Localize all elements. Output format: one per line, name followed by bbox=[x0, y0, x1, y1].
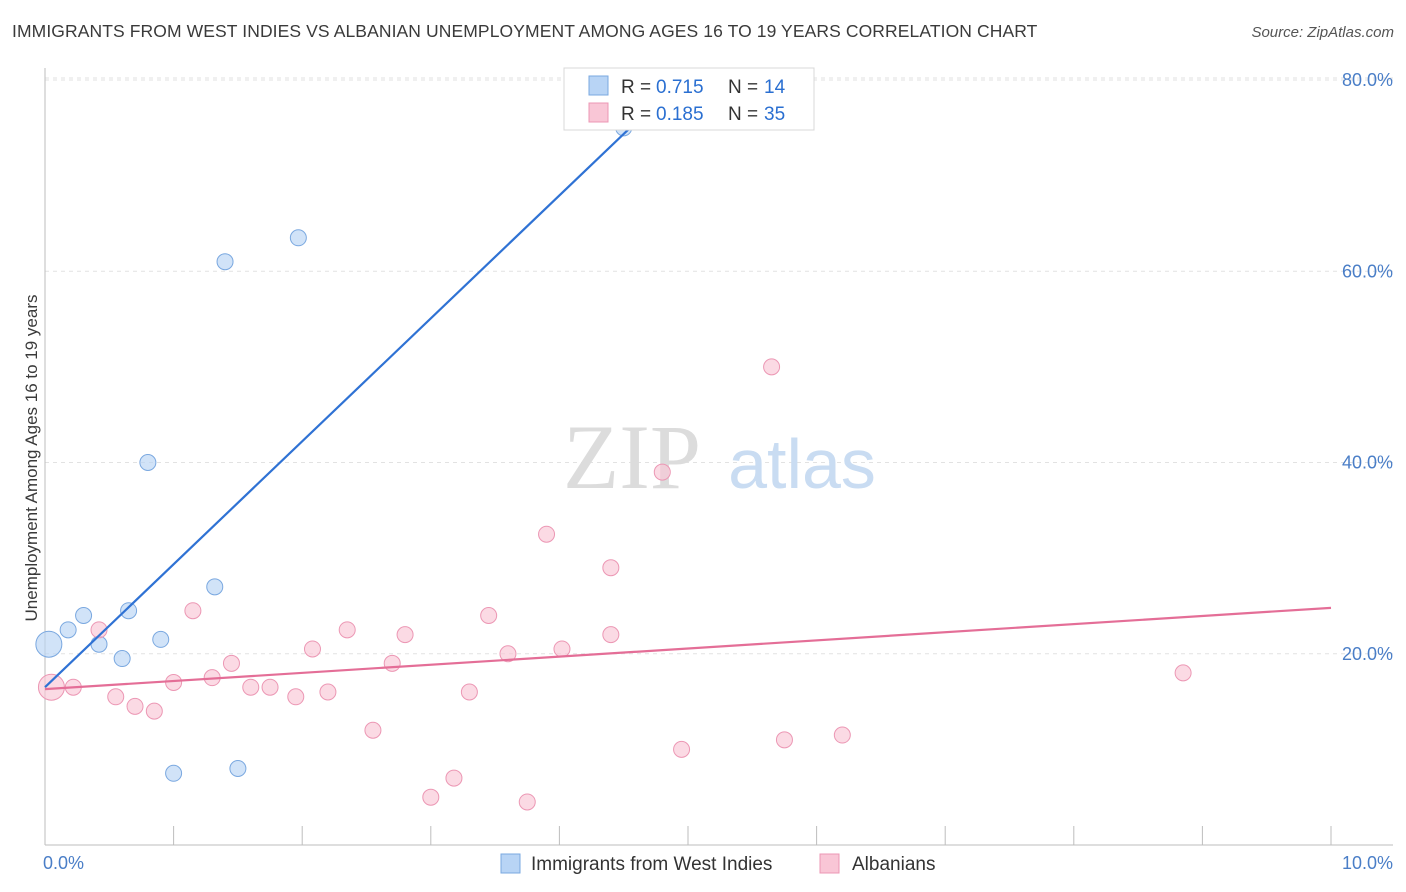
albanians-point bbox=[653, 463, 671, 481]
albanians-point bbox=[518, 793, 536, 811]
albanians-point bbox=[222, 654, 240, 672]
x-tick-label: 0.0% bbox=[43, 853, 84, 873]
albanians-point bbox=[242, 678, 260, 696]
west-indies-trend-line bbox=[44, 83, 676, 689]
watermark: ZIP atlas bbox=[563, 406, 876, 508]
legend-n-label: N = bbox=[728, 77, 758, 98]
albanians-point bbox=[602, 626, 620, 644]
albanians-point bbox=[338, 621, 356, 639]
albanians-point bbox=[460, 683, 478, 701]
albanians-point bbox=[602, 559, 620, 577]
albanians-point bbox=[396, 626, 414, 644]
albanians-point bbox=[107, 688, 125, 706]
y-tick-label: 60.0% bbox=[1342, 261, 1393, 281]
albanians-trend-line bbox=[44, 606, 1332, 691]
west-indies-point bbox=[229, 760, 247, 777]
gridlines bbox=[45, 77, 1393, 655]
albanians-point bbox=[499, 645, 517, 663]
source-credit: Source: ZipAtlas.com bbox=[1251, 24, 1394, 41]
legend-r-label: R = bbox=[621, 104, 651, 125]
albanians-point bbox=[303, 640, 321, 658]
watermark-atlas: atlas bbox=[728, 425, 876, 503]
series-label-albanians: Albanians bbox=[852, 854, 935, 875]
legend-r-value: 0.185 bbox=[656, 104, 704, 125]
legend-swatch-blue bbox=[588, 75, 609, 96]
west-indies-point bbox=[165, 764, 183, 782]
west-indies-point bbox=[59, 621, 77, 639]
albanians-point bbox=[126, 697, 144, 715]
data-points bbox=[35, 119, 1192, 811]
y-tick-labels: 20.0% 40.0% 60.0% 80.0% bbox=[1342, 70, 1393, 664]
legend-swatch-pink bbox=[588, 102, 609, 123]
albanians-point bbox=[90, 621, 108, 639]
series-legend: Immigrants from West Indies Albanians bbox=[500, 853, 935, 875]
y-tick-label: 80.0% bbox=[1342, 70, 1393, 90]
albanians-point bbox=[445, 769, 463, 787]
legend-r-value: 0.715 bbox=[656, 77, 704, 98]
west-indies-point bbox=[139, 454, 157, 471]
albanians-point bbox=[538, 525, 556, 543]
chart-title: IMMIGRANTS FROM WEST INDIES VS ALBANIAN … bbox=[12, 21, 1038, 41]
west-indies-point bbox=[152, 630, 170, 648]
west-indies-point bbox=[120, 602, 138, 620]
trend-lines bbox=[44, 83, 1332, 691]
albanians-point bbox=[673, 740, 691, 758]
albanians-point bbox=[1174, 664, 1192, 682]
series-label-west-indies: Immigrants from West Indies bbox=[531, 854, 772, 875]
west-indies-point bbox=[206, 578, 224, 596]
x-tick-label: 10.0% bbox=[1342, 853, 1393, 873]
albanians-point bbox=[422, 788, 440, 806]
x-tick-labels: 0.0% 10.0% bbox=[43, 853, 1393, 873]
y-axis-title: Unemployment Among Ages 16 to 19 years bbox=[22, 295, 41, 622]
albanians-point bbox=[775, 731, 793, 749]
west-indies-point bbox=[289, 229, 307, 247]
series-swatch-pink bbox=[819, 853, 840, 874]
y-tick-label: 40.0% bbox=[1342, 453, 1393, 473]
west-indies-point bbox=[35, 630, 63, 658]
legend-n-label: N = bbox=[728, 104, 758, 125]
axes bbox=[44, 68, 1393, 846]
albanians-point bbox=[319, 683, 337, 701]
correlation-legend: R = 0.715 N = 14 R = 0.185 N = 35 bbox=[563, 67, 815, 131]
legend-n-value: 35 bbox=[764, 104, 785, 125]
albanians-point bbox=[261, 678, 279, 696]
y-tick-label: 20.0% bbox=[1342, 644, 1393, 664]
albanians-point bbox=[145, 702, 163, 720]
albanians-point bbox=[833, 726, 851, 744]
albanians-point bbox=[480, 607, 498, 624]
albanians-point bbox=[287, 688, 305, 706]
west-indies-point bbox=[90, 635, 108, 653]
legend-n-value: 14 bbox=[764, 77, 786, 98]
albanians-point bbox=[763, 358, 781, 376]
albanians-point bbox=[553, 640, 571, 658]
watermark-zip: ZIP bbox=[563, 406, 701, 508]
legend-r-label: R = bbox=[621, 77, 651, 98]
west-indies-point bbox=[216, 253, 234, 271]
west-indies-point bbox=[113, 650, 131, 668]
west-indies-point bbox=[75, 607, 93, 624]
albanians-point bbox=[383, 654, 401, 672]
albanians-point bbox=[184, 602, 202, 620]
series-swatch-blue bbox=[500, 853, 521, 874]
albanians-point bbox=[364, 721, 382, 739]
